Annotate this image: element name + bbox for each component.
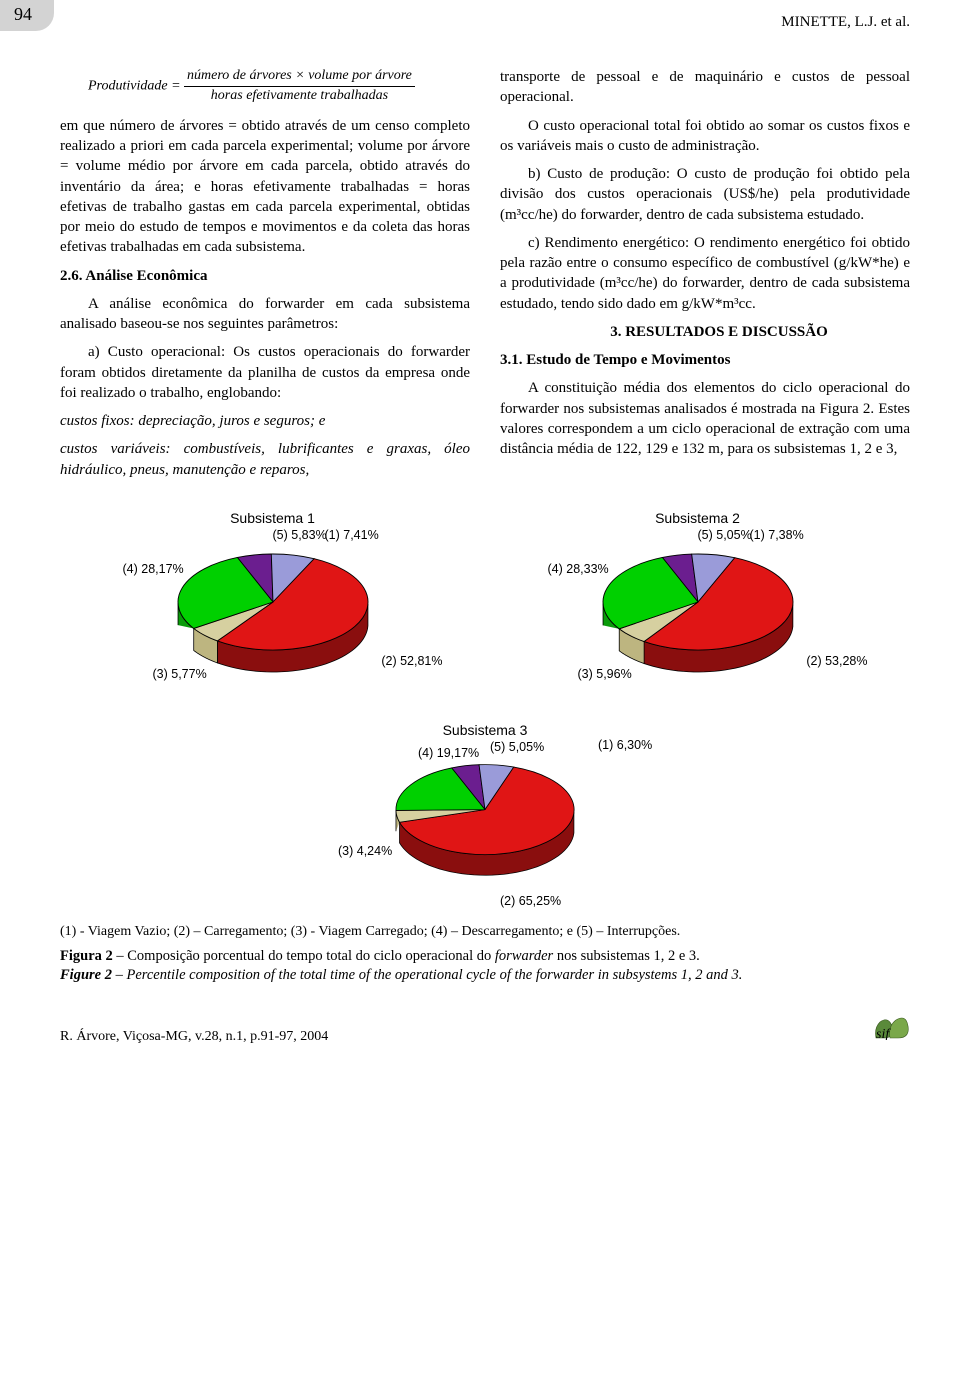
formula: Produtividade = número de árvores × volu…	[88, 67, 470, 106]
pie2-label-2: (2) 53,28%	[806, 654, 867, 668]
para-resultados: A constituição média dos elementos do ci…	[500, 378, 910, 459]
pie-2-wrap: (5) 5,05% (1) 7,38% (2) 53,28% (3) 5,96%…	[568, 532, 828, 692]
para-transporte: transporte de pessoal e de maquinário e …	[500, 67, 910, 108]
pie-1-wrap: (5) 5,83% (1) 7,41% (2) 52,81% (3) 5,77%…	[143, 532, 403, 692]
chart-subsistema-3: Subsistema 3 (5) 5,05% (1) 6,30% (2) 65,…	[275, 722, 695, 894]
figure-caption-en: Figure 2 – Percentile composition of the…	[60, 967, 910, 984]
logo-icon: sif	[872, 1014, 910, 1045]
pie-3-wrap: (5) 5,05% (1) 6,30% (2) 65,25% (3) 4,24%…	[360, 744, 610, 894]
para-definition: em que número de árvores = obtido atravé…	[60, 116, 470, 258]
charts-area: Subsistema 1 (5) 5,83% (1) 7,41% (2) 52,…	[60, 510, 910, 984]
para-rendimento: c) Rendimento energético: O rendimento e…	[500, 233, 910, 314]
chart-title-2: Subsistema 2	[488, 510, 908, 526]
pie1-label-4: (4) 28,17%	[123, 562, 184, 576]
para-custos-variaveis: custos variáveis: combustíveis, lubrific…	[60, 439, 470, 480]
chart-row-top: Subsistema 1 (5) 5,83% (1) 7,41% (2) 52,…	[60, 510, 910, 692]
formula-fraction: número de árvores × volume por árvore ho…	[184, 67, 415, 106]
pie3-label-2: (2) 65,25%	[500, 894, 561, 908]
pie-3-svg	[360, 744, 610, 894]
pie1-label-5: (5) 5,83%	[273, 528, 327, 542]
heading-3: 3. RESULTADOS E DISCUSSÃO	[500, 322, 910, 342]
pie2-label-3: (3) 5,96%	[578, 667, 632, 681]
para-analysis-intro: A análise econômica do forwarder em cada…	[60, 294, 470, 335]
legend-note: (1) - Viagem Vazio; (2) – Carregamento; …	[60, 924, 910, 940]
formula-numerator: número de árvores × volume por árvore	[184, 67, 415, 87]
page-header: 94 MINETTE, L.J. et al.	[60, 14, 910, 45]
chart-title-3: Subsistema 3	[275, 722, 695, 738]
page-number: 94	[0, 0, 54, 31]
heading-2-6: 2.6. Análise Econômica	[60, 266, 470, 286]
para-custo-total: O custo operacional total foi obtido ao …	[500, 116, 910, 157]
footer-reference: R. Árvore, Viçosa-MG, v.28, n.1, p.91-97…	[60, 1029, 328, 1045]
chart-subsistema-2: Subsistema 2 (5) 5,05% (1) 7,38% (2) 53,…	[488, 510, 908, 692]
svg-text:sif: sif	[876, 1027, 891, 1040]
para-custo-producao: b) Custo de produção: O custo de produçã…	[500, 164, 910, 225]
pie1-label-3: (3) 5,77%	[153, 667, 207, 681]
pie2-label-4: (4) 28,33%	[548, 562, 609, 576]
pie3-label-1: (1) 6,30%	[598, 738, 652, 752]
pie2-label-1: (1) 7,38%	[750, 528, 804, 542]
header-author: MINETTE, L.J. et al.	[781, 14, 910, 31]
figure-caption-pt: Figura 2 – Composição porcentual do temp…	[60, 948, 910, 965]
para-custo-operacional: a) Custo operacional: Os custos operacio…	[60, 342, 470, 403]
pie3-label-5: (5) 5,05%	[490, 740, 544, 754]
pie1-label-2: (2) 52,81%	[381, 654, 442, 668]
formula-lhs: Produtividade =	[88, 79, 181, 94]
pie3-label-3: (3) 4,24%	[338, 844, 392, 858]
fig2a-text: Composição porcentual do tempo total do …	[127, 948, 700, 964]
pie3-label-4: (4) 19,17%	[418, 746, 479, 760]
page-footer: R. Árvore, Viçosa-MG, v.28, n.1, p.91-97…	[60, 1014, 910, 1045]
chart-subsistema-1: Subsistema 1 (5) 5,83% (1) 7,41% (2) 52,…	[63, 510, 483, 692]
chart-row-bottom: Subsistema 3 (5) 5,05% (1) 6,30% (2) 65,…	[60, 722, 910, 894]
pie2-label-5: (5) 5,05%	[698, 528, 752, 542]
heading-3-1: 3.1. Estudo de Tempo e Movimentos	[500, 350, 910, 370]
chart-title-1: Subsistema 1	[63, 510, 483, 526]
body-columns: Produtividade = número de árvores × volu…	[60, 67, 910, 480]
page-container: 94 MINETTE, L.J. et al. Produtividade = …	[0, 0, 960, 1075]
para-custos-fixos: custos fixos: depreciação, juros e segur…	[60, 411, 470, 431]
formula-denominator: horas efetivamente trabalhadas	[184, 87, 415, 106]
pie1-label-1: (1) 7,41%	[325, 528, 379, 542]
